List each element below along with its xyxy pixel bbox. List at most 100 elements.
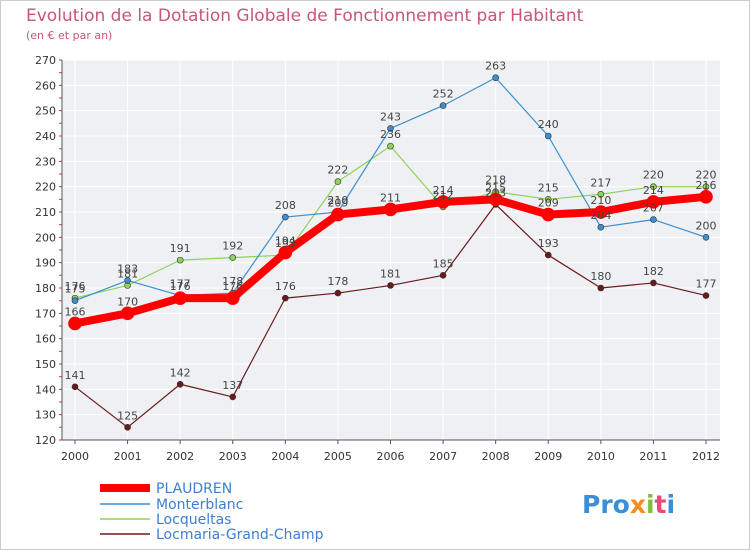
data-point (71, 383, 79, 391)
data-label: 142 (170, 366, 191, 379)
data-point (699, 190, 713, 204)
x-tick-label: 2005 (324, 450, 352, 463)
y-tick-label: 140 (35, 383, 56, 396)
data-label: 252 (433, 88, 454, 101)
data-label: 183 (117, 262, 138, 275)
data-label: 214 (433, 184, 454, 197)
x-tick-label: 2000 (61, 450, 89, 463)
data-point (646, 195, 661, 209)
data-label: 181 (380, 267, 401, 280)
data-label: 192 (222, 240, 243, 253)
data-label: 210 (327, 194, 348, 207)
data-label: 193 (275, 237, 296, 250)
data-label: 193 (538, 237, 559, 250)
data-label: 210 (590, 194, 611, 207)
legend-label: Monterblanc (156, 497, 243, 513)
data-label: 240 (538, 118, 559, 131)
data-point (650, 279, 657, 287)
data-point (702, 234, 710, 241)
data-point (331, 207, 345, 222)
data-point (439, 272, 447, 279)
x-tick-label: 2010 (587, 450, 615, 463)
data-point (71, 297, 79, 304)
data-label: 214 (643, 184, 664, 197)
data-point (225, 291, 240, 305)
data-point (544, 196, 552, 203)
chart-subtitle: (en € et par an) (26, 29, 112, 42)
data-point (387, 125, 394, 132)
data-label: 175 (65, 283, 86, 296)
data-label: 166 (65, 305, 86, 318)
data-label: 217 (590, 176, 611, 189)
y-tick-label: 270 (35, 54, 56, 67)
data-point (68, 316, 82, 331)
y-tick-label: 200 (35, 231, 56, 244)
data-label: 236 (380, 128, 401, 141)
y-tick-label: 120 (35, 434, 56, 447)
x-tick-label: 2008 (482, 450, 510, 463)
data-label: 178 (327, 275, 348, 288)
data-label: 216 (696, 179, 717, 192)
series-locqueltas (71, 142, 710, 302)
data-point (282, 294, 289, 302)
x-tick-label: 2004 (271, 450, 299, 463)
legend-label: Locqueltas (156, 512, 231, 528)
data-point (334, 178, 342, 185)
data-point (120, 306, 135, 321)
series-plaudren (68, 190, 713, 331)
y-tick-label: 170 (35, 307, 56, 320)
y-tick-label: 240 (35, 130, 56, 143)
y-tick-label: 250 (35, 105, 56, 118)
data-label: 213 (485, 186, 506, 199)
data-label: 209 (327, 197, 348, 210)
data-point (173, 291, 187, 305)
data-label: 207 (643, 202, 664, 215)
y-tick-label: 150 (35, 358, 56, 371)
y-tick-label: 230 (35, 155, 56, 168)
data-label: 209 (538, 197, 559, 210)
data-label: 137 (222, 379, 243, 392)
data-label: 218 (485, 174, 506, 187)
y-tick-labels: 120 130 140 150 160 170 180 190 200 210 220 230 240 2… (35, 54, 56, 447)
x-tick-label: 2001 (114, 450, 142, 463)
x-tick-labels: 2000 2001 2002 2003 2004 2005 2006 2007 2008 2009… (61, 450, 720, 463)
proxiti-logo: Proxiti (582, 490, 676, 519)
data-point (597, 190, 605, 198)
data-label: 182 (643, 265, 664, 278)
data-label: 194 (275, 235, 296, 248)
x-tick-label: 2007 (429, 450, 457, 463)
x-tick-label: 2003 (219, 450, 247, 463)
data-label: 263 (485, 60, 506, 73)
data-label: 125 (117, 409, 138, 422)
data-point (492, 74, 499, 82)
x-tick-label: 2011 (639, 450, 667, 463)
data-label: 212 (433, 189, 454, 202)
data-point (383, 202, 398, 217)
legend-label: Locmaria-Grand-Champ (156, 527, 324, 543)
data-point (650, 183, 657, 190)
x-tick-label: 2006 (377, 450, 405, 463)
data-point (334, 289, 342, 297)
data-point (176, 256, 184, 264)
data-label: 178 (222, 275, 243, 288)
data-label: 170 (117, 295, 138, 308)
data-point (124, 277, 131, 284)
data-point (436, 195, 450, 209)
data-point (387, 282, 394, 289)
data-label: 181 (117, 267, 138, 280)
data-label: 180 (590, 270, 611, 283)
data-point (124, 424, 131, 431)
y-tick-label: 210 (35, 206, 56, 219)
data-label: 141 (65, 369, 86, 382)
data-label: 176 (275, 280, 296, 293)
data-point (229, 393, 237, 401)
data-label: 177 (696, 278, 717, 291)
data-point (650, 216, 657, 223)
data-labels-monterblanc: 175 183 177 178 208 210 243 252 263 240 204 207 200 (65, 60, 717, 296)
y-tick-label: 130 (35, 409, 56, 422)
series-locmaria-grand-champ (71, 201, 710, 431)
